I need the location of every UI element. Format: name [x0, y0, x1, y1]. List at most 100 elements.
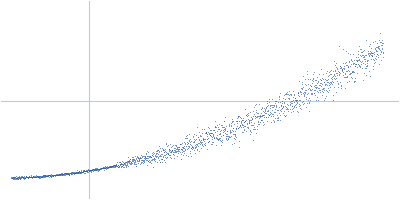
Point: [339, 68, 346, 71]
Point: [238, 120, 244, 123]
Point: [311, 92, 317, 95]
Point: [193, 134, 200, 137]
Point: [64, 172, 71, 175]
Point: [28, 174, 34, 177]
Point: [145, 160, 151, 163]
Point: [333, 72, 340, 75]
Point: [279, 106, 285, 110]
Point: [255, 112, 261, 115]
Point: [100, 166, 106, 169]
Point: [168, 148, 175, 151]
Point: [324, 86, 331, 89]
Point: [302, 82, 308, 85]
Point: [161, 151, 167, 154]
Point: [56, 173, 63, 176]
Point: [296, 99, 303, 102]
Point: [26, 175, 33, 178]
Point: [120, 163, 126, 166]
Point: [147, 156, 154, 159]
Point: [186, 141, 193, 144]
Point: [310, 85, 317, 88]
Point: [139, 161, 146, 164]
Point: [373, 41, 380, 45]
Point: [294, 100, 300, 104]
Point: [171, 148, 178, 151]
Point: [230, 126, 236, 130]
Point: [192, 152, 198, 155]
Point: [210, 128, 217, 131]
Point: [348, 76, 354, 79]
Point: [184, 141, 191, 145]
Point: [235, 115, 242, 118]
Point: [380, 41, 386, 45]
Point: [165, 147, 172, 151]
Point: [89, 169, 96, 172]
Point: [38, 175, 44, 178]
Point: [60, 172, 67, 175]
Point: [112, 163, 119, 167]
Point: [335, 82, 342, 85]
Point: [341, 75, 347, 78]
Point: [245, 125, 252, 129]
Point: [223, 135, 229, 138]
Point: [346, 60, 352, 64]
Point: [100, 167, 106, 170]
Point: [329, 78, 335, 81]
Point: [303, 83, 309, 86]
Point: [257, 114, 264, 117]
Point: [376, 44, 382, 48]
Point: [74, 171, 80, 174]
Point: [246, 120, 252, 124]
Point: [13, 175, 19, 178]
Point: [209, 140, 215, 143]
Point: [222, 126, 228, 129]
Point: [319, 90, 326, 93]
Point: [117, 160, 123, 164]
Point: [94, 167, 100, 170]
Point: [322, 82, 329, 85]
Point: [244, 114, 250, 118]
Point: [99, 165, 106, 168]
Point: [164, 155, 170, 158]
Point: [160, 154, 166, 158]
Point: [223, 132, 230, 136]
Point: [259, 114, 265, 117]
Point: [54, 174, 61, 177]
Point: [189, 134, 196, 138]
Point: [75, 171, 82, 175]
Point: [190, 135, 196, 138]
Point: [237, 125, 243, 128]
Point: [58, 172, 64, 175]
Point: [256, 120, 263, 123]
Point: [354, 71, 360, 75]
Point: [12, 175, 18, 178]
Point: [242, 129, 249, 132]
Point: [311, 93, 318, 96]
Point: [243, 113, 250, 116]
Point: [211, 137, 218, 140]
Point: [109, 164, 116, 168]
Point: [35, 175, 41, 178]
Point: [354, 59, 360, 62]
Point: [376, 52, 383, 56]
Point: [277, 113, 284, 116]
Point: [81, 170, 88, 173]
Point: [378, 50, 384, 53]
Point: [336, 73, 342, 77]
Point: [295, 93, 302, 96]
Point: [113, 163, 120, 166]
Point: [298, 92, 304, 95]
Point: [373, 50, 379, 53]
Point: [118, 164, 124, 168]
Point: [314, 96, 320, 99]
Point: [90, 168, 96, 171]
Point: [231, 137, 237, 140]
Point: [211, 136, 218, 140]
Point: [229, 128, 236, 131]
Point: [91, 169, 98, 172]
Point: [101, 167, 108, 170]
Point: [189, 145, 196, 148]
Point: [124, 164, 131, 168]
Point: [166, 143, 173, 146]
Point: [199, 143, 206, 146]
